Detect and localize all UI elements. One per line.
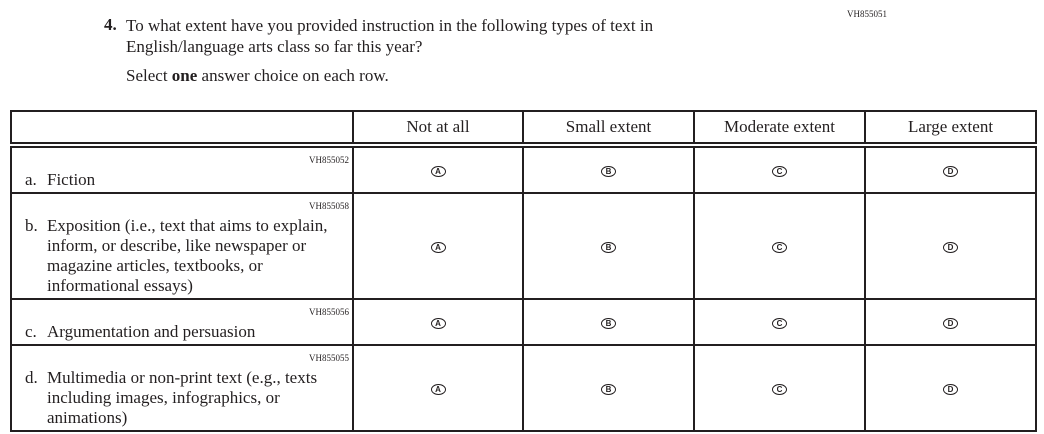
row-label-cell: VH855056 c. Argumentation and persuasion: [10, 298, 354, 346]
answer-bubble-d[interactable]: D: [943, 318, 958, 329]
row-label-cell: VH855058 b. Exposition (i.e., text that ai…: [10, 192, 354, 300]
option-cell: A: [352, 344, 524, 432]
answer-bubble-c[interactable]: C: [772, 166, 787, 177]
option-cell: A: [352, 192, 524, 300]
answer-bubble-b[interactable]: B: [601, 242, 616, 253]
row-label: Multimedia or non-print text (e.g., text…: [47, 368, 318, 427]
row-letter: c.: [25, 322, 37, 341]
option-cell: B: [522, 144, 695, 194]
answer-bubble-b[interactable]: B: [601, 384, 616, 395]
answer-bubble-d[interactable]: D: [943, 166, 958, 177]
row-id: VH855052: [309, 155, 349, 165]
table-row: VH855055 d. Multimedia or non-print text (…: [10, 344, 1037, 432]
question-id: VH855051: [847, 9, 887, 19]
row-label: Fiction: [47, 170, 96, 189]
answer-bubble-a[interactable]: A: [430, 318, 446, 329]
answer-bubble-a[interactable]: A: [430, 166, 446, 177]
option-cell: D: [864, 192, 1037, 300]
row-letter: a.: [25, 170, 37, 189]
row-letter: d.: [25, 368, 38, 387]
option-cell: C: [693, 192, 866, 300]
header-not-at-all: Not at all: [352, 110, 524, 148]
row-id: VH855058: [309, 201, 349, 211]
row-label: Exposition (i.e., text that aims to expl…: [47, 216, 328, 295]
option-cell: D: [864, 298, 1037, 346]
table-row: VH855058 b. Exposition (i.e., text that ai…: [10, 192, 1037, 300]
option-cell: C: [693, 144, 866, 194]
header-blank: [10, 110, 354, 148]
instruction-post: answer choice on each row.: [197, 66, 389, 85]
table-row: VH855052 a. Fiction A B C D: [10, 144, 1037, 194]
header-row: Not at all Small extent Moderate extent …: [10, 110, 1037, 148]
option-cell: C: [693, 344, 866, 432]
answer-bubble-d[interactable]: D: [943, 384, 958, 395]
option-cell: B: [522, 298, 695, 346]
instruction-pre: Select: [126, 66, 172, 85]
table-row: VH855056 c. Argumentation and persuasion A B…: [10, 298, 1037, 346]
option-cell: D: [864, 344, 1037, 432]
answer-bubble-c[interactable]: C: [772, 242, 787, 253]
header-small-extent: Small extent: [522, 110, 695, 148]
answer-bubble-b[interactable]: B: [601, 318, 616, 329]
option-cell: B: [522, 192, 695, 300]
row-label-cell: VH855055 d. Multimedia or non-print text (…: [10, 344, 354, 432]
header-moderate-extent: Moderate extent: [693, 110, 866, 148]
answer-bubble-d[interactable]: D: [943, 242, 958, 253]
option-cell: B: [522, 344, 695, 432]
row-id: VH855056: [309, 307, 349, 317]
row-id: VH855055: [309, 353, 349, 363]
answer-bubble-b[interactable]: B: [601, 166, 616, 177]
question-text: To what extent have you provided instruc…: [126, 16, 654, 56]
option-cell: A: [352, 144, 524, 194]
answer-bubble-a[interactable]: A: [430, 242, 446, 253]
option-cell: D: [864, 144, 1037, 194]
header-large-extent: Large extent: [864, 110, 1037, 148]
instruction-bold: one: [171, 66, 198, 85]
option-cell: C: [693, 298, 866, 346]
row-letter: b.: [25, 216, 38, 235]
answer-bubble-c[interactable]: C: [772, 318, 787, 329]
row-label: Argumentation and persuasion: [47, 322, 256, 341]
instruction: Select one answer choice on each row.: [126, 66, 389, 86]
option-cell: A: [352, 298, 524, 346]
question-number: 4.: [104, 15, 117, 34]
answer-bubble-a[interactable]: A: [430, 384, 446, 395]
row-label-cell: VH855052 a. Fiction: [10, 144, 354, 194]
response-grid: Not at all Small extent Moderate extent …: [10, 110, 1037, 432]
answer-bubble-c[interactable]: C: [772, 384, 787, 395]
